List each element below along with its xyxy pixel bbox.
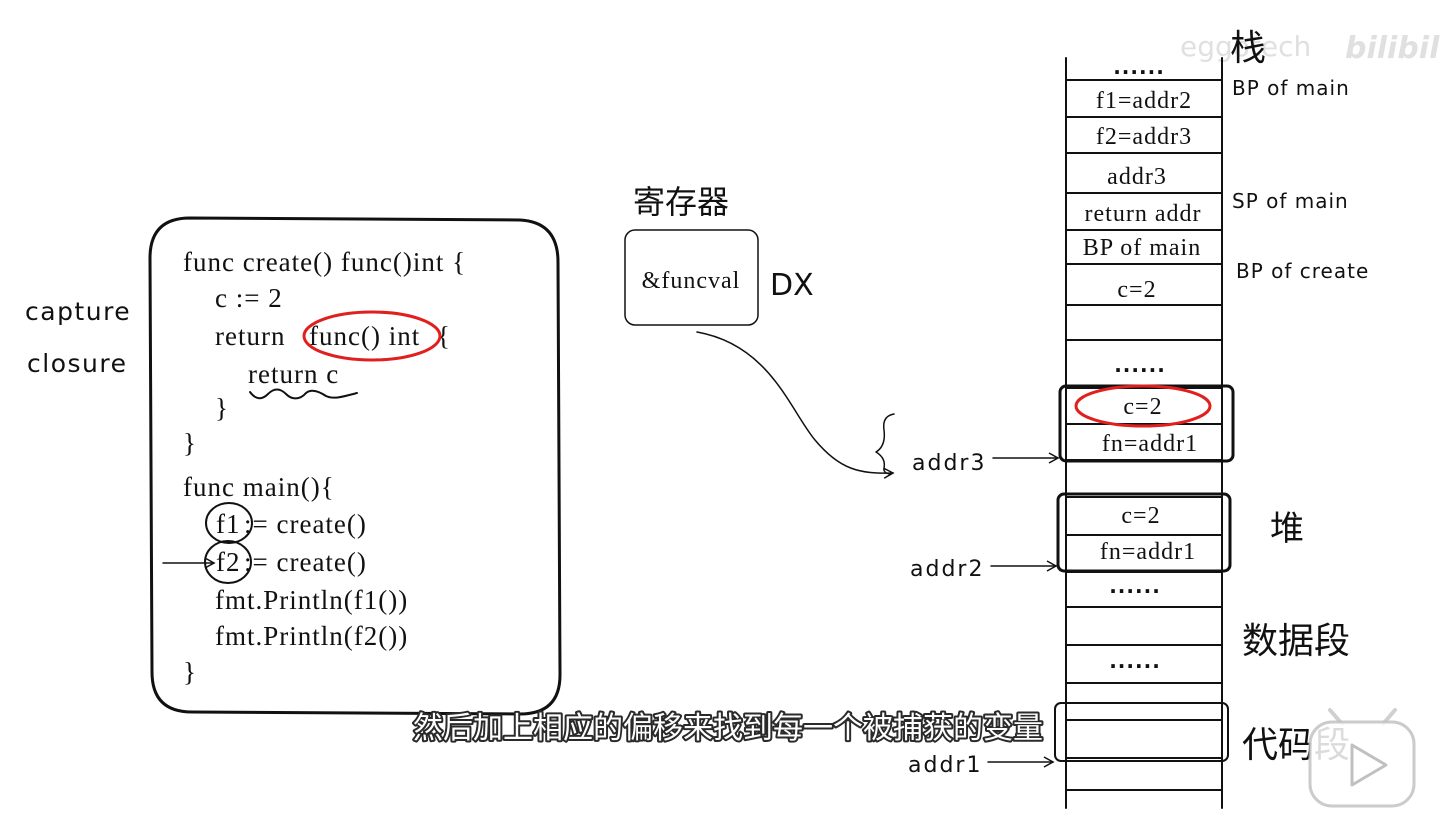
label-capture: capture [25, 297, 131, 326]
code-f1-var: f1 [216, 509, 241, 539]
stack-cell-addr3: addr3 [1107, 164, 1167, 190]
code-print-f1: fmt.Println(f1()) [215, 585, 408, 615]
f1-circle [205, 502, 253, 544]
addr3-brace [875, 413, 895, 475]
video-subtitle: 然后加上相应的偏移来找到每一个被捕获的变量 [413, 711, 1043, 746]
code-line-create: func create() func()int { [183, 247, 466, 277]
heap-object-addr3-c: c=2 [1123, 394, 1162, 420]
register-box [624, 229, 759, 326]
register-pointer-curve [696, 331, 895, 479]
pointer-addr2: addr2 [910, 557, 984, 582]
watermark-user: eggotech [1180, 30, 1311, 63]
code-box [148, 216, 562, 716]
code-return-c: return c [248, 359, 339, 389]
stack-title: 栈 [1230, 28, 1266, 69]
code-print-f2: fmt.Println(f2()) [215, 621, 408, 651]
stack-mid-dots: ...... [1114, 353, 1166, 377]
code-f1-assign: := create() [244, 509, 367, 539]
heap-object-addr2-fn: fn=addr1 [1100, 539, 1196, 565]
stack-top-dots: ...... [1113, 55, 1165, 79]
play-button[interactable] [1308, 708, 1416, 808]
code-return-keyword: return [215, 321, 285, 351]
label-bp-of-main: BP of main [1232, 76, 1350, 100]
code-f2-var: f2 [216, 547, 241, 577]
stack-cell-c: c=2 [1117, 277, 1156, 303]
label-bp-of-create: BP of create [1236, 259, 1369, 283]
code-main-close-brace: } [183, 657, 197, 687]
code-create-close-brace: } [183, 428, 197, 458]
label-closure: closure [27, 349, 127, 378]
code-main-signature: func main(){ [183, 472, 335, 502]
pointer-addr1: addr1 [908, 753, 982, 778]
heap-title: 堆 [1270, 509, 1304, 549]
stack-cell-f1: f1=addr2 [1096, 88, 1192, 114]
code-line-c-assign: c := 2 [215, 283, 283, 313]
code-inner-func: func() int [309, 321, 420, 351]
code-inner-close-brace: } [215, 393, 229, 423]
wavy-underline [249, 388, 358, 400]
register-value: &funcval [642, 268, 741, 294]
stack-cell-return-addr: return addr [1085, 201, 1202, 227]
pointer-addr3: addr3 [912, 451, 986, 476]
play-icon[interactable] [1350, 743, 1388, 787]
data-segment-dots: ...... [1109, 649, 1161, 673]
code-inner-open-brace: { [437, 321, 451, 351]
highlight-captured-c-ellipse [1074, 384, 1212, 428]
memory-column: ...... f1=addr2 f2=addr3 addr3 return ad… [1054, 55, 1235, 809]
heap-dots: ...... [1109, 574, 1161, 598]
data-segment-title: 数据段 [1242, 621, 1350, 662]
watermark-logo: bilibili [1345, 31, 1440, 66]
label-sp-of-main: SP of main [1232, 189, 1349, 213]
stack-cell-f2: f2=addr3 [1096, 124, 1192, 150]
stack-cell-bp-main: BP of main [1083, 235, 1201, 261]
heap-object-addr3-fn: fn=addr1 [1102, 431, 1198, 457]
heap-object-addr2-c: c=2 [1121, 503, 1160, 529]
highlight-inner-func-ellipse [302, 310, 442, 362]
register-title: 寄存器 [633, 183, 729, 221]
code-segment-box [1054, 702, 1229, 762]
register-name: DX [770, 268, 814, 303]
heap-object-addr2-box [1056, 492, 1232, 573]
code-f2-assign: := create() [244, 547, 367, 577]
